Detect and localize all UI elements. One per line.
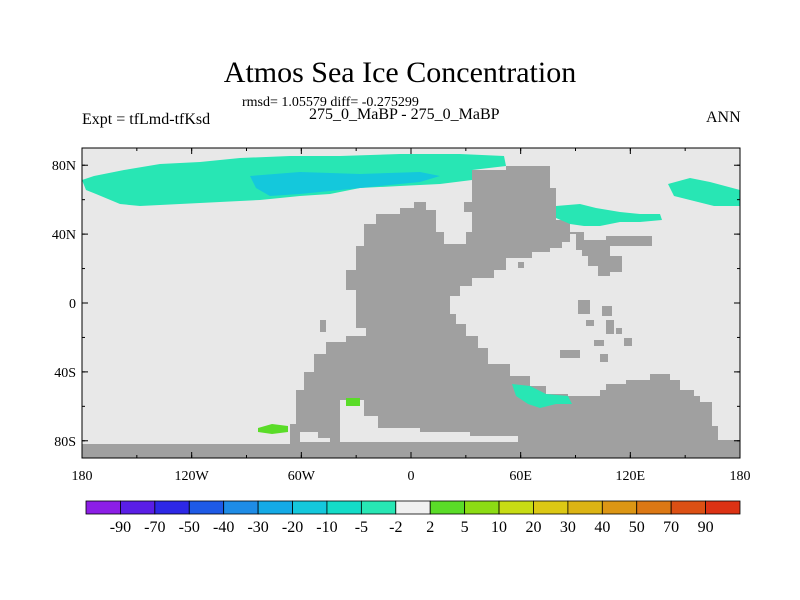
colorbar-swatch bbox=[360, 500, 397, 515]
southern-ice-decrease bbox=[512, 384, 572, 408]
lon-tick-label: 60W bbox=[288, 469, 316, 484]
main-continent bbox=[82, 166, 740, 458]
colorbar-label: -30 bbox=[247, 519, 268, 536]
island bbox=[594, 340, 604, 346]
island bbox=[320, 320, 326, 332]
colorbar-swatch bbox=[464, 500, 500, 515]
arctic-ice-decrease-strong bbox=[250, 172, 440, 196]
arctic-ice-decrease-east bbox=[556, 204, 662, 226]
colorbar-label: -40 bbox=[213, 519, 234, 536]
colorbar-label: -10 bbox=[316, 519, 337, 536]
colorbar-label: -2 bbox=[389, 519, 402, 536]
southern-ice-increase bbox=[346, 398, 360, 406]
sea-ice-anomalies bbox=[82, 154, 740, 434]
colorbar-swatch bbox=[498, 500, 534, 515]
chart-title: Atmos Sea Ice Concentration bbox=[223, 56, 577, 89]
inner-ocean bbox=[300, 432, 330, 442]
colorbar-swatch bbox=[601, 500, 638, 515]
island bbox=[616, 328, 622, 334]
island bbox=[606, 320, 614, 334]
island bbox=[586, 320, 594, 326]
inner-ocean bbox=[340, 400, 518, 442]
island bbox=[602, 306, 612, 316]
longitude-axis: 180 120W 60W 0 60E 120E 180 bbox=[72, 148, 751, 484]
island bbox=[624, 338, 632, 346]
colorbar-label: -70 bbox=[144, 519, 165, 536]
colorbar-swatch bbox=[154, 500, 190, 515]
arctic-ice-decrease-far-east bbox=[668, 178, 740, 206]
colorbar-swatch bbox=[636, 500, 672, 515]
experiment-label: Expt = tfLmd-tfKsd bbox=[82, 111, 211, 128]
southern-ice-increase-west bbox=[258, 424, 288, 434]
colorbar-swatch bbox=[292, 500, 328, 515]
colorbar-swatch bbox=[326, 500, 362, 515]
lat-tick-label: 40N bbox=[52, 228, 76, 243]
island bbox=[464, 202, 474, 212]
colorbar-label: -50 bbox=[179, 519, 200, 536]
stats-label: rmsd= 1.05579 diff= -0.275299 bbox=[242, 95, 419, 110]
lon-tick-label: 0 bbox=[408, 469, 415, 484]
lon-tick-label: 120E bbox=[616, 469, 646, 484]
island bbox=[560, 350, 580, 358]
colorbar-swatch bbox=[429, 500, 466, 515]
lon-tick-label: 60E bbox=[509, 469, 532, 484]
colorbar-label: -90 bbox=[110, 519, 131, 536]
colorbar-swatch bbox=[223, 500, 259, 515]
season-label: ANN bbox=[706, 109, 741, 126]
lon-tick-label: 180 bbox=[72, 469, 93, 484]
colorbar-label: 5 bbox=[461, 519, 469, 536]
colorbar-swatch bbox=[705, 500, 741, 515]
colorbar-label: 50 bbox=[629, 519, 645, 536]
colorbar-label: -20 bbox=[282, 519, 303, 536]
colorbar-label: 20 bbox=[525, 519, 541, 536]
period-label: 275_0_MaBP - 275_0_MaBP bbox=[309, 106, 500, 123]
colorbar-label: 90 bbox=[698, 519, 714, 536]
lat-tick-label: 80N bbox=[52, 159, 76, 174]
island bbox=[518, 262, 524, 268]
inner-sea bbox=[300, 400, 518, 442]
colorbar-label: 70 bbox=[663, 519, 679, 536]
colorbar-label: -5 bbox=[355, 519, 368, 536]
colorbar-swatch bbox=[257, 500, 293, 515]
colorbar: -90 -70 -50 -40 -30 -20 -10 -5 -2 2 5 10 20 30 40 50 70 9… bbox=[85, 500, 741, 536]
island bbox=[600, 354, 608, 362]
lat-tick-label: 0 bbox=[69, 297, 76, 312]
colorbar-swatch bbox=[85, 500, 121, 515]
lon-tick-label: 180 bbox=[730, 469, 751, 484]
colorbar-label: 40 bbox=[594, 519, 610, 536]
colorbar-label: 30 bbox=[560, 519, 576, 536]
colorbar-swatch bbox=[670, 500, 706, 515]
colorbar-swatch bbox=[188, 500, 225, 515]
lon-tick-label: 120W bbox=[175, 469, 210, 484]
colorbar-label: 10 bbox=[491, 519, 507, 536]
colorbar-swatch bbox=[567, 500, 603, 515]
lat-tick-label: 80S bbox=[54, 435, 76, 450]
colorbar-swatch bbox=[533, 500, 569, 515]
colorbar-swatch bbox=[395, 500, 431, 515]
colorbar-swatch bbox=[120, 500, 156, 515]
island bbox=[578, 300, 590, 314]
latitude-axis: 80N 40N 0 40S 80S bbox=[52, 159, 740, 450]
lat-tick-label: 40S bbox=[54, 366, 76, 381]
colorbar-label: 2 bbox=[426, 519, 434, 536]
